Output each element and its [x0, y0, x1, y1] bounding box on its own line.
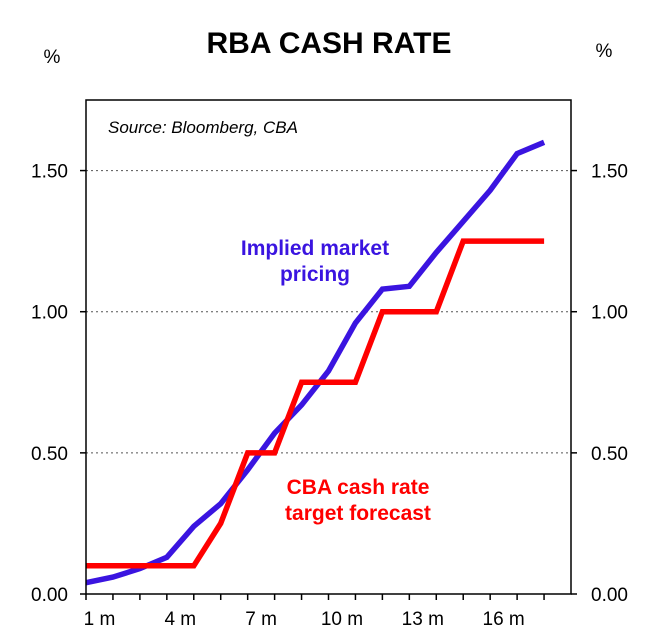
x-tick-label: 10 m — [321, 609, 363, 630]
right-tick-label: 1.00 — [591, 303, 628, 324]
cba-forecast-label: CBA cash rate target forecast — [285, 476, 431, 525]
implied-market-pricing-line — [85, 139, 546, 586]
x-tick-label: 13 m — [402, 609, 444, 630]
chart-title: RBA CASH RATE — [207, 27, 452, 60]
right-tick-label: 1.50 — [591, 162, 628, 183]
right-tick-label: 0.50 — [591, 444, 628, 465]
cba-forecast-label-line: CBA cash rate — [287, 476, 430, 499]
left-axis-unit: % — [44, 47, 61, 68]
x-tick-label: 1 m — [84, 609, 116, 630]
x-axis: 1 m 4 m 7 m 10 m 13 m 16 m — [84, 594, 545, 630]
source-note: Source: Bloomberg, CBA — [108, 118, 298, 137]
implied-market-pricing-label-line: Implied market — [241, 237, 389, 260]
left-tick-label: 0.50 — [31, 444, 68, 465]
right-axis-unit: % — [596, 41, 613, 62]
x-tick-label: 7 m — [245, 609, 277, 630]
left-y-axis: 0.00 0.50 1.00 1.50 — [31, 162, 86, 606]
right-y-axis: 0.00 0.50 1.00 1.50 — [571, 162, 628, 606]
cba-forecast-line — [86, 238, 545, 569]
series-lines — [85, 139, 546, 586]
left-tick-label: 0.00 — [31, 585, 68, 606]
left-tick-label: 1.50 — [31, 162, 68, 183]
x-tick-label: 4 m — [164, 609, 196, 630]
cba-forecast-label-line: target forecast — [285, 502, 431, 525]
right-tick-label: 0.00 — [591, 585, 628, 606]
x-tick-label: 16 m — [483, 609, 525, 630]
implied-market-pricing-label: Implied market pricing — [241, 237, 389, 286]
implied-market-pricing-label-line: pricing — [280, 263, 350, 286]
gridlines — [86, 170, 571, 454]
left-tick-label: 1.00 — [31, 303, 68, 324]
